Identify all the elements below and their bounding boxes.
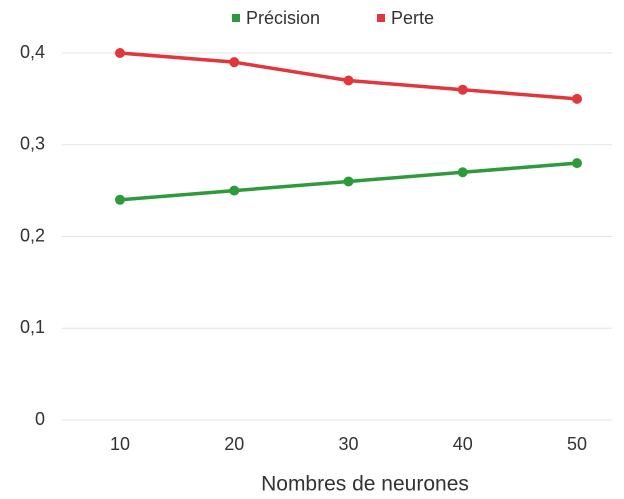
y-tick-label: 0,4 (20, 42, 45, 62)
point (343, 75, 354, 86)
point (572, 93, 582, 104)
legend-swatch (232, 14, 240, 22)
point (457, 167, 468, 178)
point (229, 57, 240, 68)
y-tick-label: 0 (35, 409, 45, 429)
point (115, 194, 125, 205)
point (115, 48, 125, 58)
point (229, 185, 240, 196)
x-tick-label: 50 (567, 434, 587, 454)
point (343, 176, 354, 187)
legend-label: Précision (246, 8, 320, 28)
x-tick-label: 30 (338, 434, 358, 454)
x-tick-label: 40 (453, 434, 473, 454)
y-tick-label: 0,3 (20, 134, 45, 154)
y-tick-label: 0,1 (20, 317, 45, 337)
legend-label: Perte (391, 8, 434, 28)
x-tick-label: 10 (110, 434, 130, 454)
point (572, 158, 582, 169)
legend-swatch (377, 14, 385, 22)
x-axis-title: Nombres de neurones (261, 473, 469, 496)
y-tick-label: 0,2 (20, 225, 45, 245)
point (457, 84, 468, 95)
x-tick-label: 20 (224, 434, 244, 454)
